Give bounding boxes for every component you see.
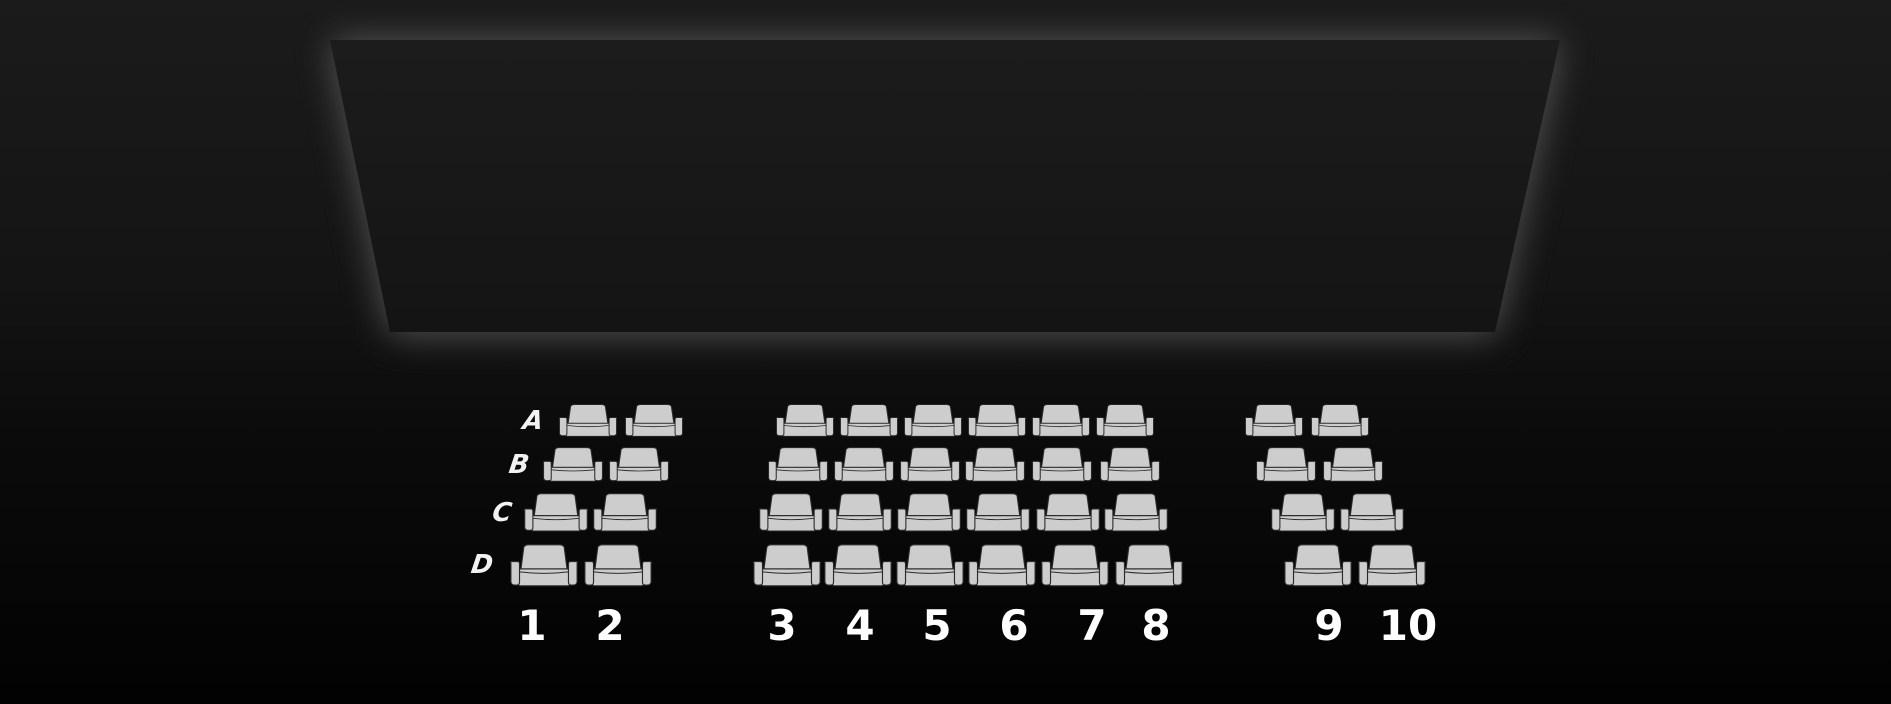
seat-c-3[interactable] xyxy=(757,493,825,533)
seat-b-1[interactable] xyxy=(541,447,605,483)
seat-d-5[interactable] xyxy=(894,544,966,588)
armchair-icon xyxy=(1244,404,1304,437)
armchair-icon xyxy=(583,544,653,587)
armchair-icon xyxy=(833,447,895,482)
seat-b-4[interactable] xyxy=(832,447,896,483)
seat-a-1[interactable] xyxy=(557,404,619,438)
armchair-icon xyxy=(624,404,684,437)
seat-b-7[interactable] xyxy=(1030,447,1094,483)
armchair-icon xyxy=(965,493,1031,532)
seat-c-5[interactable] xyxy=(895,493,963,533)
column-label-6: 6 xyxy=(999,601,1029,650)
seat-b-8[interactable] xyxy=(1098,447,1162,483)
seat-d-2[interactable] xyxy=(582,544,654,588)
seat-d-9[interactable] xyxy=(1282,544,1354,588)
armchair-icon xyxy=(558,404,618,437)
seat-b-5[interactable] xyxy=(898,447,962,483)
armchair-icon xyxy=(967,404,1027,437)
armchair-icon xyxy=(1031,447,1093,482)
screen-surface xyxy=(330,40,1560,332)
armchair-icon xyxy=(1103,493,1169,532)
armchair-icon xyxy=(752,544,822,587)
armchair-icon xyxy=(592,493,658,532)
armchair-icon xyxy=(1040,544,1110,587)
seat-d-1[interactable] xyxy=(508,544,580,588)
column-label-10: 10 xyxy=(1378,601,1438,650)
armchair-icon xyxy=(758,493,824,532)
column-label-1: 1 xyxy=(517,601,547,650)
seat-d-6[interactable] xyxy=(966,544,1038,588)
armchair-icon xyxy=(1114,544,1184,587)
column-label-8: 8 xyxy=(1141,601,1171,650)
armchair-icon xyxy=(542,447,604,482)
seat-b-10[interactable] xyxy=(1321,447,1385,483)
seat-a-3[interactable] xyxy=(774,404,836,438)
armchair-icon xyxy=(967,544,1037,587)
seat-c-6[interactable] xyxy=(964,493,1032,533)
seat-c-8[interactable] xyxy=(1102,493,1170,533)
armchair-icon xyxy=(964,447,1026,482)
seat-b-6[interactable] xyxy=(963,447,1027,483)
seat-c-1[interactable] xyxy=(522,493,590,533)
armchair-icon xyxy=(1310,404,1370,437)
column-label-9: 9 xyxy=(1314,601,1344,650)
row-label-c: C xyxy=(490,498,514,528)
armchair-icon xyxy=(1322,447,1384,482)
seat-a-8[interactable] xyxy=(1094,404,1156,438)
seat-a-4[interactable] xyxy=(838,404,900,438)
seat-c-4[interactable] xyxy=(826,493,894,533)
seat-c-7[interactable] xyxy=(1034,493,1102,533)
row-label-d: D xyxy=(469,550,495,580)
armchair-icon xyxy=(1031,404,1091,437)
seat-a-10[interactable] xyxy=(1309,404,1371,438)
armchair-icon xyxy=(1339,493,1405,532)
armchair-icon xyxy=(1255,447,1317,482)
armchair-icon xyxy=(839,404,899,437)
seat-a-5[interactable] xyxy=(902,404,964,438)
seat-b-2[interactable] xyxy=(607,447,671,483)
seat-a-7[interactable] xyxy=(1030,404,1092,438)
seat-d-8[interactable] xyxy=(1113,544,1185,588)
seat-d-7[interactable] xyxy=(1039,544,1111,588)
seat-a-9[interactable] xyxy=(1243,404,1305,438)
armchair-icon xyxy=(1099,447,1161,482)
seat-a-6[interactable] xyxy=(966,404,1028,438)
column-label-2: 2 xyxy=(595,601,625,650)
armchair-icon xyxy=(895,544,965,587)
armchair-icon xyxy=(1357,544,1427,587)
armchair-icon xyxy=(767,447,829,482)
armchair-icon xyxy=(899,447,961,482)
seat-c-2[interactable] xyxy=(591,493,659,533)
seat-d-10[interactable] xyxy=(1356,544,1428,588)
column-label-3: 3 xyxy=(767,601,797,650)
armchair-icon xyxy=(608,447,670,482)
armchair-icon xyxy=(827,493,893,532)
armchair-icon xyxy=(1270,493,1336,532)
row-label-b: B xyxy=(506,450,532,480)
armchair-icon xyxy=(523,493,589,532)
seat-b-3[interactable] xyxy=(766,447,830,483)
armchair-icon xyxy=(1095,404,1155,437)
armchair-icon xyxy=(1035,493,1101,532)
column-label-5: 5 xyxy=(922,601,952,650)
armchair-icon xyxy=(823,544,893,587)
seat-a-2[interactable] xyxy=(623,404,685,438)
seat-b-9[interactable] xyxy=(1254,447,1318,483)
seat-c-10[interactable] xyxy=(1338,493,1406,533)
seat-d-3[interactable] xyxy=(751,544,823,588)
armchair-icon xyxy=(1283,544,1353,587)
seat-c-9[interactable] xyxy=(1269,493,1337,533)
armchair-icon xyxy=(509,544,579,587)
armchair-icon xyxy=(903,404,963,437)
row-label-a: A xyxy=(520,406,546,436)
armchair-icon xyxy=(896,493,962,532)
armchair-icon xyxy=(775,404,835,437)
column-label-4: 4 xyxy=(845,601,875,650)
column-label-7: 7 xyxy=(1077,601,1107,650)
seat-d-4[interactable] xyxy=(822,544,894,588)
